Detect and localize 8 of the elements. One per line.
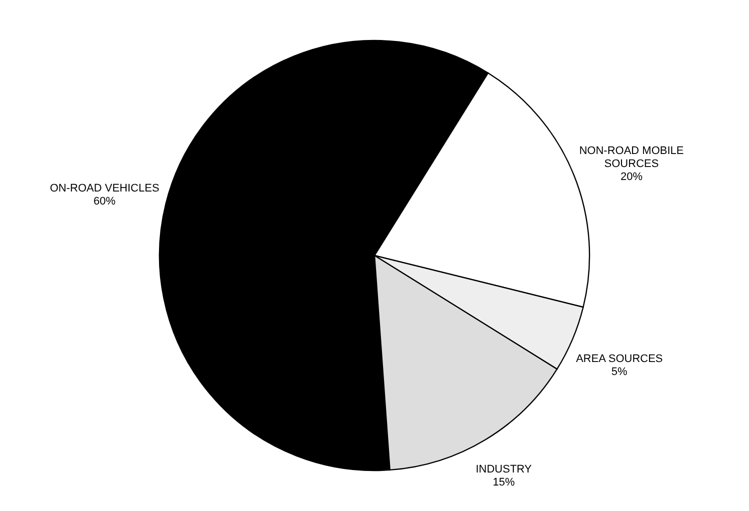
data-label: 15% (492, 476, 515, 489)
slice-label: AREA SOURCES (576, 352, 663, 365)
slice-label: NON-ROAD MOBILE SOURCES (579, 145, 684, 170)
slice-label: ON-ROAD VEHICLES (50, 182, 160, 195)
slice-label: INDUSTRY (476, 464, 532, 476)
data-label: 5% (611, 366, 628, 378)
data-label: 20% (620, 171, 643, 184)
data-label: 60% (94, 196, 116, 208)
